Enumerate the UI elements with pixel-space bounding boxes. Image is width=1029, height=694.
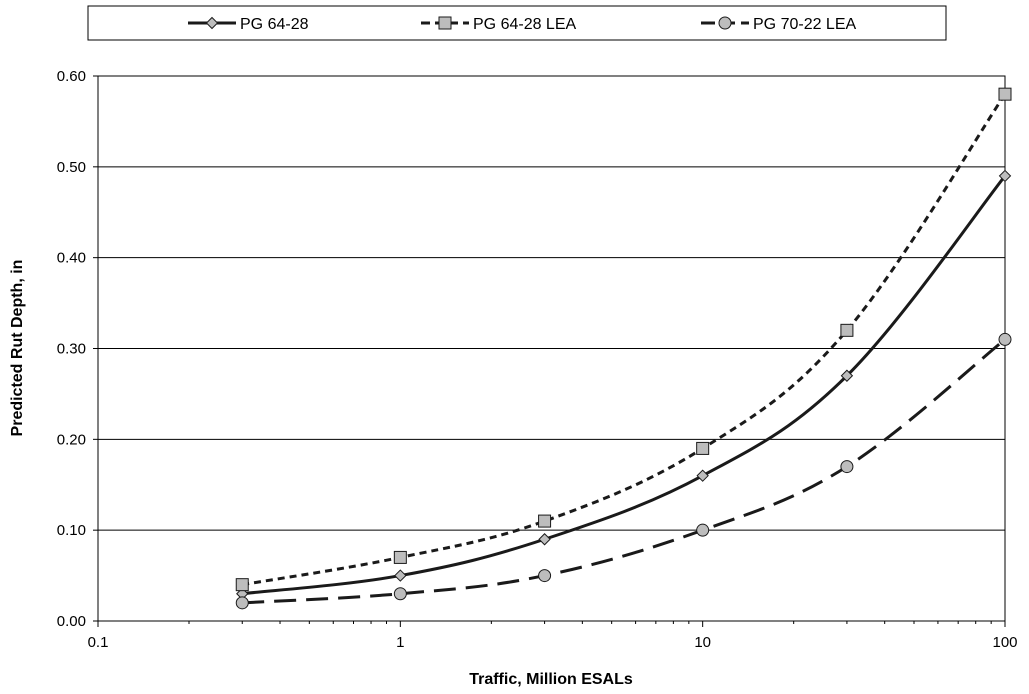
x-axis-title: Traffic, Million ESALs	[469, 671, 633, 688]
series-line	[242, 338, 1006, 605]
data-point	[998, 332, 1012, 346]
data-point	[696, 469, 709, 482]
y-tick-label: 0.20	[57, 431, 86, 448]
legend-label: PG 70-22 LEA	[753, 16, 857, 33]
y-tick-label: 0.30	[57, 341, 86, 358]
y-tick-label: 0.40	[57, 250, 86, 267]
data-point	[696, 441, 710, 455]
series-markers	[235, 87, 1012, 610]
legend-label: PG 64-28	[240, 16, 309, 33]
data-point	[840, 369, 854, 382]
legend-marker	[718, 16, 732, 30]
y-tick-label: 0.00	[57, 613, 86, 630]
data-point	[393, 550, 407, 564]
data-point	[394, 569, 407, 582]
x-tick-label: 0.1	[88, 634, 109, 651]
data-point	[696, 523, 710, 537]
series-line	[242, 174, 1007, 596]
x-tick-label: 10	[694, 634, 711, 651]
y-tick-label: 0.10	[57, 522, 86, 539]
y-tick-label: 0.50	[57, 159, 86, 176]
series-lines	[241, 93, 1007, 605]
x-tick-label: 1	[396, 634, 404, 651]
y-tick-label: 0.60	[57, 68, 86, 85]
x-axis: 0.1 1 10 100	[88, 621, 1018, 651]
legend: PG 64-28 PG 64-28 LEA PG 70-22 LEA	[87, 5, 947, 41]
series-line	[241, 93, 1007, 587]
grid	[98, 166, 1005, 531]
data-point	[235, 578, 249, 592]
data-point	[538, 533, 551, 546]
data-point	[840, 460, 854, 474]
data-point	[998, 87, 1012, 101]
legend-label: PG 64-28 LEA	[473, 16, 577, 33]
data-point	[840, 323, 854, 337]
data-point	[998, 169, 1012, 183]
data-point	[538, 514, 552, 528]
x-tick-label: 100	[992, 634, 1017, 651]
data-point	[538, 569, 552, 583]
legend-marker	[438, 16, 452, 30]
y-axis-title: Predicted Rut Depth, in	[9, 260, 26, 437]
legend-marker	[205, 16, 219, 30]
y-axis: 0.00 0.10 0.20 0.30 0.40 0.50 0.60	[57, 68, 98, 630]
data-point	[393, 587, 407, 601]
data-point	[235, 596, 249, 610]
